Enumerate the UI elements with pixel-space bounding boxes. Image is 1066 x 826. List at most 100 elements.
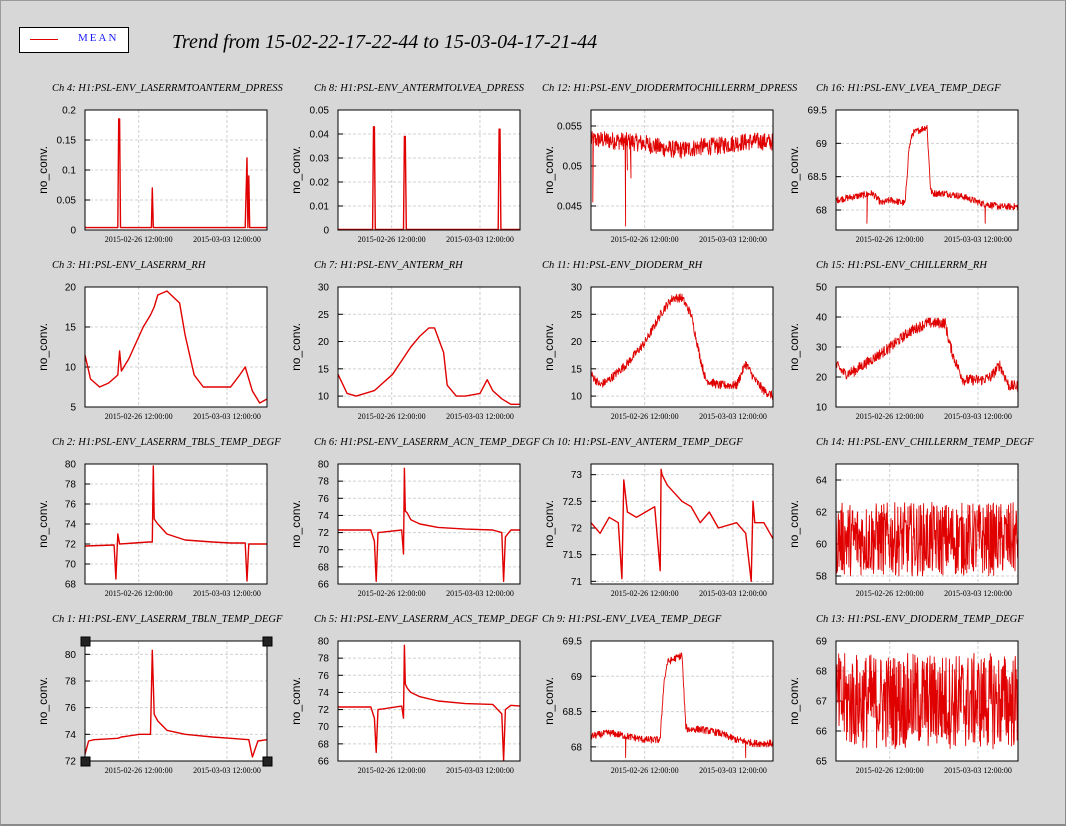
y-tick-label: 0.045 bbox=[557, 202, 582, 213]
plot-frame bbox=[84, 286, 268, 408]
x-tick-label: 2015-03-03 12:00:00 bbox=[446, 235, 514, 244]
y-tick-label: 5 bbox=[70, 403, 76, 414]
series-line bbox=[835, 652, 1019, 750]
series-line bbox=[84, 465, 267, 582]
x-tick-label: 2015-03-03 12:00:00 bbox=[193, 589, 261, 598]
y-tick-label: 60 bbox=[816, 540, 828, 551]
x-tick-label: 2015-02-26 12:00:00 bbox=[105, 235, 173, 244]
plot-frame bbox=[835, 109, 1019, 231]
y-tick-label: 72 bbox=[318, 705, 330, 716]
y-tick-label: 69.5 bbox=[563, 637, 583, 648]
plot-title: Ch 15: H1:PSL-ENV_CHILLERRM_RH bbox=[816, 260, 988, 271]
page-title: Trend from 15-02-22-17-22-44 to 15-03-04… bbox=[172, 31, 598, 53]
x-tick-label: 2015-02-26 12:00:00 bbox=[358, 589, 426, 598]
trend-plot: Ch 15: H1:PSL-ENV_CHILLERRM_RH 10 20 30 40 50… bbox=[787, 260, 1019, 421]
plot-title: Ch 3: H1:PSL-ENV_LASERRM_RH bbox=[52, 260, 207, 271]
y-tick-label: 66 bbox=[318, 580, 330, 591]
plot-title: Ch 5: H1:PSL-ENV_LASERRM_ACS_TEMP_DEGF bbox=[314, 614, 539, 625]
legend: MEAN bbox=[19, 27, 129, 53]
plot-frame bbox=[337, 109, 521, 231]
y-tick-label: 0.05 bbox=[310, 106, 330, 117]
trend-plot: Ch 16: H1:PSL-ENV_LVEA_TEMP_DEGF 68 68.5 69… bbox=[787, 83, 1019, 244]
y-tick-label: 40 bbox=[816, 313, 828, 324]
y-tick-label: 20 bbox=[318, 337, 330, 348]
plot-frame bbox=[337, 463, 521, 585]
x-tick-label: 2015-02-26 12:00:00 bbox=[611, 766, 679, 775]
y-tick-label: 0.04 bbox=[310, 130, 330, 141]
y-tick-label: 25 bbox=[571, 310, 583, 321]
plot-frame bbox=[84, 463, 268, 585]
legend-label: MEAN bbox=[78, 32, 119, 44]
plot-area bbox=[591, 287, 773, 407]
plot-title: Ch 12: H1:PSL-ENV_DIODERMTOCHILLERRM_DPR… bbox=[542, 83, 798, 94]
x-tick-label: 2015-03-03 12:00:00 bbox=[699, 766, 767, 775]
x-tick-label: 2015-02-26 12:00:00 bbox=[856, 235, 924, 244]
y-tick-label: 66 bbox=[318, 757, 330, 768]
y-axis-label: no_conv. bbox=[36, 677, 50, 725]
plot-frame bbox=[590, 640, 774, 762]
y-tick-label: 64 bbox=[816, 476, 828, 487]
y-tick-label: 62 bbox=[816, 508, 828, 519]
plot-area bbox=[338, 641, 520, 761]
y-tick-label: 80 bbox=[318, 460, 330, 471]
selection-handle bbox=[262, 636, 273, 647]
trend-plot: Ch 5: H1:PSL-ENV_LASERRM_ACS_TEMP_DEGF 66… bbox=[289, 614, 539, 775]
y-tick-label: 68.5 bbox=[563, 707, 583, 718]
plot-frame bbox=[84, 640, 268, 762]
plot-frame bbox=[835, 463, 1019, 585]
y-tick-label: 0.02 bbox=[310, 178, 330, 189]
series-line bbox=[835, 501, 1019, 577]
plot-frame bbox=[590, 286, 774, 408]
y-tick-label: 72 bbox=[65, 540, 77, 551]
plot-title: Ch 2: H1:PSL-ENV_LASERRM_TBLS_TEMP_DEGF bbox=[52, 437, 281, 448]
plot-title: Ch 8: H1:PSL-ENV_ANTERMTOLVEA_DPRESS bbox=[314, 83, 525, 94]
y-tick-label: 74 bbox=[318, 688, 330, 699]
x-tick-label: 2015-02-26 12:00:00 bbox=[105, 589, 173, 598]
series-line bbox=[84, 290, 268, 404]
plot-frame bbox=[835, 286, 1019, 408]
x-tick-label: 2015-02-26 12:00:00 bbox=[856, 589, 924, 598]
trend-plot: Ch 12: H1:PSL-ENV_DIODERMTOCHILLERRM_DPR… bbox=[542, 83, 798, 244]
x-tick-label: 2015-03-03 12:00:00 bbox=[446, 589, 514, 598]
x-tick-label: 2015-02-26 12:00:00 bbox=[358, 766, 426, 775]
y-tick-label: 30 bbox=[571, 283, 583, 294]
plot-area bbox=[85, 287, 267, 407]
plot-title: Ch 7: H1:PSL-ENV_ANTERM_RH bbox=[314, 260, 464, 271]
trend-plot: Ch 13: H1:PSL-ENV_DIODERM_TEMP_DEGF 65 66 6… bbox=[787, 614, 1024, 775]
series-line bbox=[835, 317, 1019, 392]
plot-area bbox=[338, 464, 520, 584]
series-line bbox=[337, 327, 520, 405]
x-tick-label: 2015-03-03 12:00:00 bbox=[193, 235, 261, 244]
x-tick-label: 2015-03-03 12:00:00 bbox=[699, 235, 767, 244]
y-tick-label: 78 bbox=[65, 677, 77, 688]
y-tick-label: 50 bbox=[816, 283, 828, 294]
y-axis-label: no_conv. bbox=[542, 500, 556, 548]
y-axis-label: no_conv. bbox=[289, 677, 303, 725]
y-tick-label: 25 bbox=[318, 310, 330, 321]
y-tick-label: 68 bbox=[318, 562, 330, 573]
series-line bbox=[338, 126, 520, 231]
y-tick-label: 67 bbox=[816, 697, 828, 708]
x-tick-label: 2015-03-03 12:00:00 bbox=[944, 589, 1012, 598]
y-tick-label: 58 bbox=[816, 572, 828, 583]
trend-plot: Ch 3: H1:PSL-ENV_LASERRM_RH 5 10 15 20 2015-0… bbox=[36, 260, 268, 421]
plot-title: Ch 4: H1:PSL-ENV_LASERRMTOANTERM_DPRESS bbox=[52, 83, 284, 94]
x-tick-label: 2015-02-26 12:00:00 bbox=[105, 412, 173, 421]
plot-frame bbox=[590, 109, 774, 231]
y-tick-label: 66 bbox=[816, 727, 828, 738]
y-tick-label: 69.5 bbox=[808, 106, 828, 117]
x-tick-label: 2015-02-26 12:00:00 bbox=[856, 412, 924, 421]
selection-handle bbox=[262, 756, 273, 767]
y-axis-label: no_conv. bbox=[36, 146, 50, 194]
y-tick-label: 70 bbox=[65, 560, 77, 571]
y-tick-label: 10 bbox=[816, 403, 828, 414]
y-tick-label: 0.055 bbox=[557, 122, 582, 133]
y-tick-label: 72 bbox=[318, 528, 330, 539]
y-tick-label: 76 bbox=[65, 703, 77, 714]
y-tick-label: 15 bbox=[65, 323, 77, 334]
y-tick-label: 80 bbox=[65, 460, 77, 471]
plot-frame bbox=[835, 640, 1019, 762]
selection-handle bbox=[80, 756, 91, 767]
series-line bbox=[590, 293, 774, 401]
